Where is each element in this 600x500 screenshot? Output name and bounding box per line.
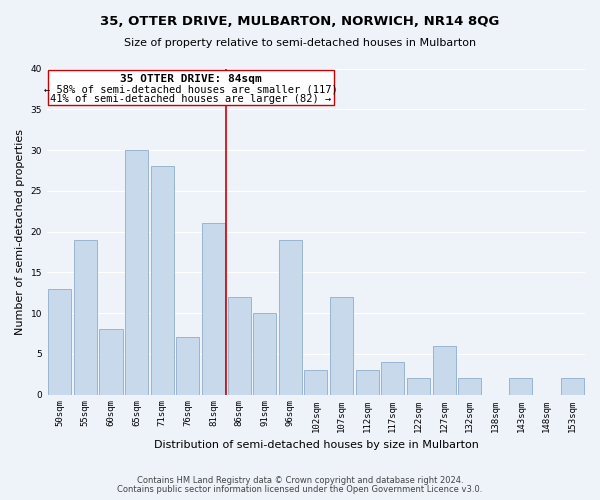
Bar: [407, 378, 430, 394]
Bar: [279, 240, 302, 394]
Text: Size of property relative to semi-detached houses in Mulbarton: Size of property relative to semi-detach…: [124, 38, 476, 48]
Text: 35, OTTER DRIVE, MULBARTON, NORWICH, NR14 8QG: 35, OTTER DRIVE, MULBARTON, NORWICH, NR1…: [100, 15, 500, 28]
Bar: [74, 240, 97, 394]
Bar: [509, 378, 532, 394]
Text: Contains HM Land Registry data © Crown copyright and database right 2024.: Contains HM Land Registry data © Crown c…: [137, 476, 463, 485]
Bar: [458, 378, 481, 394]
Bar: [125, 150, 148, 394]
Text: Contains public sector information licensed under the Open Government Licence v3: Contains public sector information licen…: [118, 485, 482, 494]
Bar: [48, 288, 71, 395]
Bar: [560, 378, 584, 394]
Text: ← 58% of semi-detached houses are smaller (117): ← 58% of semi-detached houses are smalle…: [44, 84, 338, 94]
FancyBboxPatch shape: [48, 70, 334, 105]
Bar: [100, 330, 122, 394]
Bar: [227, 296, 251, 394]
X-axis label: Distribution of semi-detached houses by size in Mulbarton: Distribution of semi-detached houses by …: [154, 440, 478, 450]
Bar: [330, 296, 353, 394]
Bar: [304, 370, 328, 394]
Y-axis label: Number of semi-detached properties: Number of semi-detached properties: [15, 128, 25, 334]
Bar: [253, 313, 276, 394]
Bar: [433, 346, 455, 395]
Bar: [202, 224, 225, 394]
Bar: [151, 166, 174, 394]
Bar: [356, 370, 379, 394]
Bar: [381, 362, 404, 394]
Text: 35 OTTER DRIVE: 84sqm: 35 OTTER DRIVE: 84sqm: [120, 74, 262, 84]
Text: 41% of semi-detached houses are larger (82) →: 41% of semi-detached houses are larger (…: [50, 94, 332, 104]
Bar: [176, 338, 199, 394]
